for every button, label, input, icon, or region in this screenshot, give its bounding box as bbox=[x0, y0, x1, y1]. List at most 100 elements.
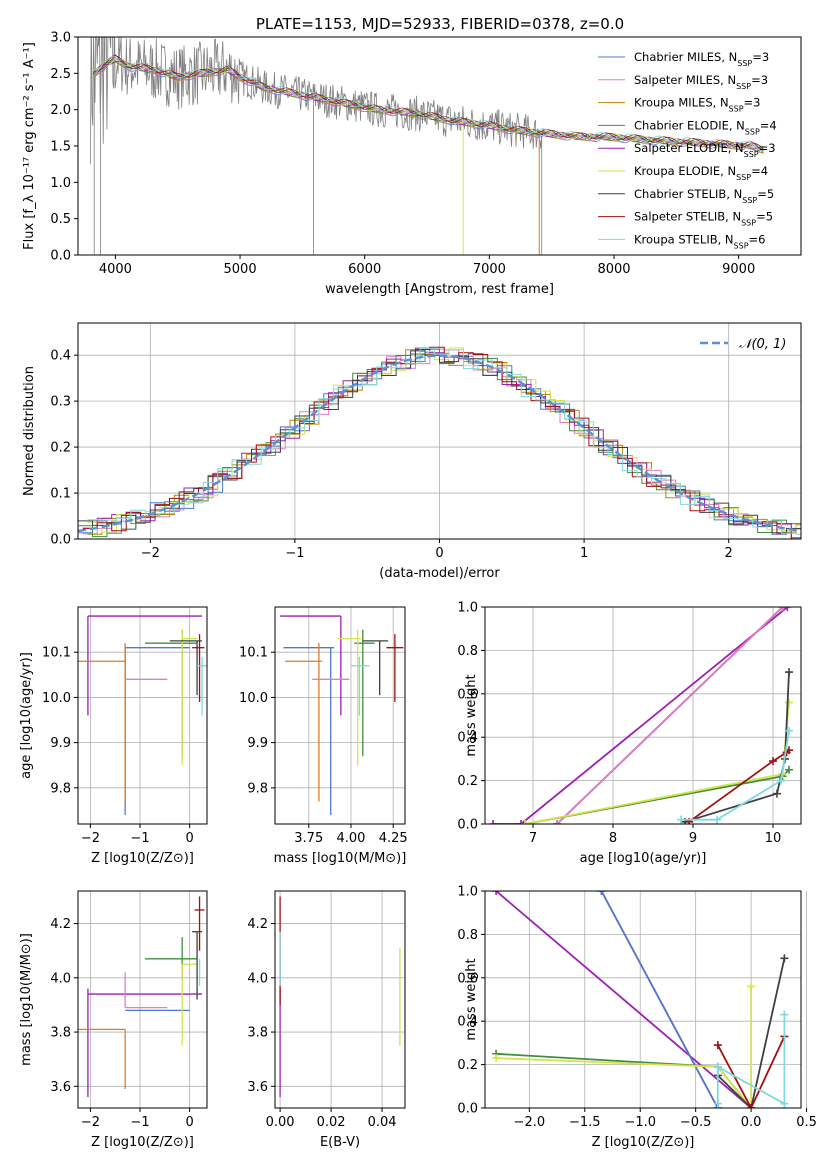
y-tick-label: 1.5 bbox=[50, 140, 71, 155]
x-tick-label: 8000 bbox=[597, 262, 630, 277]
mass-weight-line bbox=[496, 986, 752, 1108]
y-tick-label: 0.4 bbox=[457, 1015, 478, 1030]
mass-weight-marker bbox=[492, 891, 501, 895]
x-tick-label: −2 bbox=[81, 831, 100, 846]
y-tick-label: 9.8 bbox=[247, 781, 268, 796]
x-tick-label: 4000 bbox=[99, 262, 132, 277]
x-axis-label: Z [log10(Z/Z⊙)] bbox=[91, 851, 194, 866]
mass-weight-marker bbox=[597, 891, 606, 895]
mass-weight-marker bbox=[785, 668, 793, 677]
y-tick-label: 3.0 bbox=[50, 31, 71, 46]
x-tick-label: 8 bbox=[609, 831, 617, 846]
mass-weight-marker bbox=[778, 607, 787, 611]
x-tick-label: 9 bbox=[689, 831, 697, 846]
mass-weight-marker bbox=[489, 820, 497, 824]
mass-weight-marker bbox=[785, 765, 793, 774]
legend-label: Chabrier MILES, NSSP=3 bbox=[634, 50, 769, 68]
x-axis-label: mass [log10(M/M⊙)] bbox=[274, 851, 407, 866]
panel-4: 3.75 4.00 4.25 9.8 9.9 10.0 10.1 mass [log10(M/… bbox=[239, 606, 408, 866]
mass-weight-marker bbox=[713, 815, 721, 824]
axes-frame bbox=[274, 890, 406, 1109]
mass-weight-marker bbox=[769, 757, 777, 766]
x-tick-label: 0 bbox=[185, 831, 193, 846]
y-tick-label: 0.2 bbox=[50, 441, 71, 456]
panel-3: −2 −1 0 9.8 9.9 10.0 10.1 Z [log10(Z/Z⊙)] age [l… bbox=[19, 606, 208, 866]
y-tick-label: 4.0 bbox=[247, 971, 268, 986]
x-tick-label: −2 bbox=[141, 546, 160, 561]
y-tick-label: 0.1 bbox=[50, 487, 71, 502]
legend-label: Kroupa STELIB, NSSP=6 bbox=[634, 232, 765, 250]
y-tick-label: 0.2 bbox=[457, 774, 478, 789]
y-tick-label: 0.8 bbox=[457, 644, 478, 659]
panel-1: 4000 5000 6000 7000 8000 9000 0.0 0.5 1.0 1.5 2.0 2… bbox=[22, 31, 802, 297]
mass-weight-line bbox=[688, 749, 790, 823]
residual-histogram-step bbox=[78, 350, 801, 534]
mass-weight-marker bbox=[785, 698, 793, 707]
model-spectrum-line bbox=[92, 54, 764, 152]
axes-frame bbox=[77, 890, 208, 1109]
mass-weight-line bbox=[717, 958, 786, 1108]
mass-weight-marker bbox=[780, 1099, 789, 1108]
spectrum-legend: Chabrier MILES, NSSP=3 Salpeter MILES, NS… bbox=[598, 50, 777, 250]
x-tick-label: 9000 bbox=[722, 262, 755, 277]
y-tick-label: 0.5 bbox=[50, 212, 71, 227]
mass-weight-marker bbox=[517, 820, 525, 824]
y-axis-label: mass [log10(M/M⊙)] bbox=[19, 933, 34, 1066]
mass-weight-marker bbox=[747, 1104, 756, 1108]
y-tick-label: 10.0 bbox=[42, 691, 71, 706]
axes-frame bbox=[77, 606, 208, 825]
x-tick-label: −2.0 bbox=[514, 1115, 546, 1130]
gaussian-curve bbox=[78, 354, 801, 533]
y-tick-label: 3.8 bbox=[247, 1026, 268, 1041]
y-axis-label: Normed distribution bbox=[22, 366, 37, 496]
mass-weight-marker bbox=[747, 982, 756, 991]
x-tick-label: −1 bbox=[285, 546, 304, 561]
x-tick-label: 4.25 bbox=[379, 831, 408, 846]
x-tick-label: 0 bbox=[185, 1115, 193, 1130]
y-tick-label: 0.6 bbox=[457, 971, 478, 986]
axes-frame bbox=[274, 606, 406, 825]
mass-weight-marker bbox=[780, 1010, 789, 1019]
mass-weight-marker bbox=[780, 954, 789, 963]
x-tick-label: −1 bbox=[130, 831, 149, 846]
legend-label: Chabrier ELODIE, NSSP=4 bbox=[634, 118, 777, 136]
histogram-legend: 𝒩(0, 1) bbox=[700, 337, 786, 352]
y-tick-label: 1.0 bbox=[457, 885, 478, 900]
y-tick-label: 3.6 bbox=[50, 1080, 71, 1095]
plot-area bbox=[78, 615, 207, 815]
model-spectrum-line bbox=[92, 57, 764, 155]
mass-weight-marker bbox=[553, 820, 561, 824]
x-tick-label: 7 bbox=[529, 831, 537, 846]
panel-2: −2 −1 0 1 2 0.0 0.1 0.2 0.3 0.4 (data-model)/error… bbox=[22, 322, 802, 581]
y-tick-label: 9.9 bbox=[50, 736, 71, 751]
y-tick-label: 9.9 bbox=[247, 736, 268, 751]
mass-weight-line bbox=[493, 607, 788, 824]
y-tick-label: 0.0 bbox=[457, 1102, 478, 1117]
x-tick-label: 10 bbox=[765, 831, 782, 846]
y-tick-label: 2.0 bbox=[50, 103, 71, 118]
panel-6: −2 −1 0 3.6 3.8 4.0 4.2 Z [log10(Z/Z⊙)] mass [lo… bbox=[19, 890, 208, 1150]
plot-area bbox=[489, 607, 793, 824]
y-axis-label: Flux [f_λ 10⁻¹⁷ erg cm⁻² s⁻¹ A⁻¹] bbox=[22, 42, 37, 250]
x-tick-label: 0.0 bbox=[741, 1115, 762, 1130]
x-tick-label: 3.75 bbox=[294, 831, 323, 846]
residual-histogram-step bbox=[87, 347, 801, 535]
y-tick-label: 3.6 bbox=[247, 1080, 268, 1095]
mass-weight-marker bbox=[773, 789, 781, 798]
x-axis-label: Z [log10(Z/Z⊙)] bbox=[91, 1135, 194, 1150]
legend-label: Kroupa MILES, NSSP=3 bbox=[634, 96, 760, 114]
x-axis-label: age [log10(age/yr)] bbox=[580, 851, 707, 866]
y-tick-label: 0.0 bbox=[50, 533, 71, 548]
y-tick-label: 0.2 bbox=[457, 1058, 478, 1073]
x-tick-label: 6000 bbox=[348, 262, 381, 277]
x-tick-label: 0.5 bbox=[796, 1115, 817, 1130]
model-spectrum-line bbox=[92, 57, 764, 149]
y-tick-label: 0.3 bbox=[50, 395, 71, 410]
mass-weight-marker bbox=[783, 607, 792, 611]
mass-weight-line bbox=[524, 702, 790, 824]
y-tick-label: 0.4 bbox=[50, 349, 71, 364]
y-axis-label: mass weight bbox=[464, 958, 479, 1040]
mass-weight-marker bbox=[713, 1062, 722, 1071]
mass-weight-line bbox=[600, 891, 719, 1108]
